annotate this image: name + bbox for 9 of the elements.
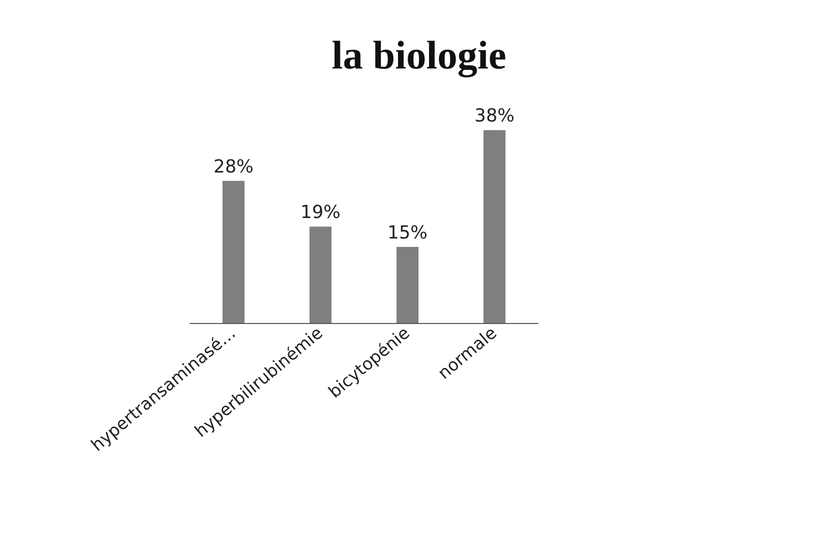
data-label: 38%: [474, 106, 515, 127]
data-label: 15%: [387, 222, 428, 244]
bar: [396, 246, 418, 323]
bar: [484, 130, 506, 323]
chart-title: la biologie: [332, 32, 506, 78]
bar: [310, 226, 332, 323]
bar: [222, 180, 244, 323]
data-label: 19%: [300, 202, 341, 224]
data-label: 28%: [213, 156, 254, 178]
